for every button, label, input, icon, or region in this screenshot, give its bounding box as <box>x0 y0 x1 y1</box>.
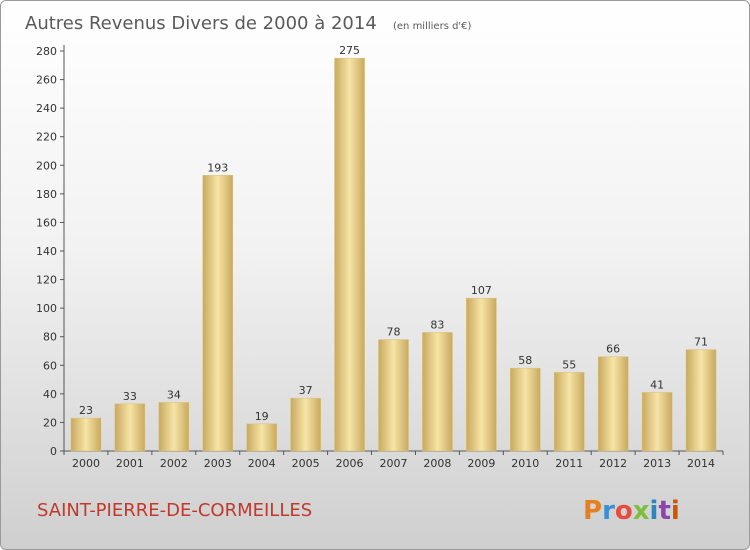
bar-2013 <box>641 392 673 452</box>
proxiti-logo: Proxiti <box>583 496 680 526</box>
data-label-2008: 83 <box>430 318 444 331</box>
x-tick-label: 2012 <box>599 457 627 470</box>
bar-2007 <box>378 339 409 452</box>
bar-2008 <box>422 332 453 452</box>
y-tick-label: 0 <box>50 445 57 458</box>
x-tick-label: 2004 <box>248 457 276 470</box>
data-label-2007: 78 <box>387 326 401 339</box>
data-label-2002: 34 <box>167 388 181 401</box>
bar-2003 <box>202 175 234 452</box>
axes: 0 20 40 60 80 100 120 140 160 180 200 220 240 260 280 2… <box>36 45 724 470</box>
x-tick-label: 2007 <box>380 457 408 470</box>
data-label-2013: 41 <box>650 378 664 391</box>
chart-subtitle: (en milliers d'€) <box>393 21 472 32</box>
data-label-2006: 275 <box>339 44 360 57</box>
data-label-2012: 66 <box>606 343 620 356</box>
city-name: SAINT-PIERRE-DE-CORMEILLES <box>37 500 312 521</box>
bar-2000 <box>70 417 102 452</box>
y-tick-label: 180 <box>36 188 57 201</box>
data-label-2001: 33 <box>123 390 137 403</box>
y-tick-label: 200 <box>36 159 57 172</box>
x-tick-label: 2013 <box>643 457 671 470</box>
data-label-2004: 19 <box>255 410 269 423</box>
bar-2006 <box>334 57 365 452</box>
y-tick-label: 60 <box>43 359 57 372</box>
bar-2002 <box>158 402 190 452</box>
bars: 23 33 34 193 19 37 275 78 83 107 58 55 66 41 71 <box>70 44 717 452</box>
data-label-2010: 58 <box>518 354 532 367</box>
y-tick-label: 20 <box>43 416 57 429</box>
bar-2009 <box>466 297 497 452</box>
bar-2001 <box>114 403 146 452</box>
y-tick-label: 280 <box>36 45 57 58</box>
y-tick-label: 40 <box>43 388 57 401</box>
x-tick-label: 2009 <box>467 457 495 470</box>
x-tick-label: 2006 <box>336 457 364 470</box>
x-tick-label: 2003 <box>204 457 232 470</box>
data-label-2009: 107 <box>471 284 492 297</box>
y-tick-label: 220 <box>36 131 57 144</box>
x-tick-label: 2014 <box>687 457 715 470</box>
x-tick-label: 2011 <box>555 457 583 470</box>
chart-title: Autres Revenus Divers de 2000 à 2014 <box>25 13 377 34</box>
x-tick-label: 2002 <box>160 457 188 470</box>
x-tick-label: 2010 <box>511 457 539 470</box>
data-label-2011: 55 <box>562 358 576 371</box>
x-tick-label: 2000 <box>72 457 100 470</box>
y-tick-label: 260 <box>36 74 57 87</box>
y-tick-label: 100 <box>36 302 57 315</box>
data-label-2000: 23 <box>79 404 93 417</box>
x-tick-label: 2001 <box>116 457 144 470</box>
bar-2010 <box>510 367 541 452</box>
bar-2011 <box>553 372 585 452</box>
y-tick-label: 160 <box>36 216 57 229</box>
bar-2005 <box>290 397 321 452</box>
data-label-2005: 37 <box>299 384 313 397</box>
x-tick-label: 2005 <box>292 457 320 470</box>
y-tick-label: 140 <box>36 245 57 258</box>
bar-2014 <box>685 349 717 452</box>
y-tick-label: 120 <box>36 274 57 287</box>
data-label-2003: 193 <box>207 161 228 174</box>
y-tick-label: 80 <box>43 331 57 344</box>
bar-2004 <box>246 423 277 452</box>
y-tick-label: 240 <box>36 102 57 115</box>
bar-2012 <box>597 356 629 452</box>
x-tick-label: 2008 <box>423 457 451 470</box>
data-label-2014: 71 <box>694 336 708 349</box>
